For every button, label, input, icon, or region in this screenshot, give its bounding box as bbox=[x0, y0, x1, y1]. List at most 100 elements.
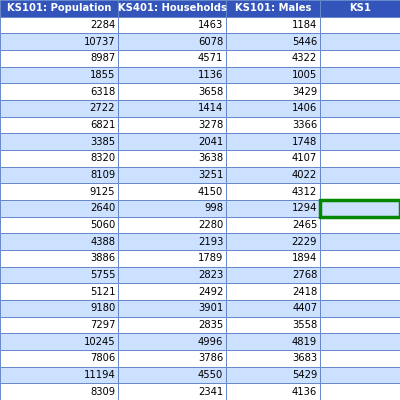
Bar bbox=[0, 367, 118, 383]
Text: 1406: 1406 bbox=[292, 103, 317, 113]
Text: 3429: 3429 bbox=[292, 87, 317, 97]
Bar bbox=[118, 83, 226, 100]
Bar bbox=[226, 133, 320, 150]
Bar bbox=[0, 267, 118, 283]
Text: 9125: 9125 bbox=[90, 187, 115, 197]
Text: 4407: 4407 bbox=[292, 303, 317, 313]
Bar bbox=[226, 83, 320, 100]
Text: 7806: 7806 bbox=[90, 353, 115, 363]
Bar bbox=[0, 333, 118, 350]
Text: 8109: 8109 bbox=[90, 170, 115, 180]
Text: 4388: 4388 bbox=[90, 237, 115, 247]
Bar bbox=[0, 183, 118, 200]
Bar bbox=[0, 100, 118, 117]
Text: 2041: 2041 bbox=[198, 137, 223, 147]
Text: 2418: 2418 bbox=[292, 287, 317, 297]
Bar bbox=[320, 33, 400, 50]
Bar bbox=[118, 267, 226, 283]
Text: 998: 998 bbox=[204, 203, 223, 213]
Bar bbox=[320, 367, 400, 383]
Text: 1463: 1463 bbox=[198, 20, 223, 30]
Bar bbox=[320, 150, 400, 167]
Text: 4571: 4571 bbox=[198, 53, 223, 63]
Text: 2229: 2229 bbox=[292, 237, 317, 247]
Text: 4819: 4819 bbox=[292, 337, 317, 347]
Bar bbox=[118, 383, 226, 400]
Text: 3683: 3683 bbox=[292, 353, 317, 363]
Text: 6078: 6078 bbox=[198, 37, 223, 47]
Text: 1894: 1894 bbox=[292, 253, 317, 263]
Bar bbox=[0, 317, 118, 333]
Bar bbox=[226, 50, 320, 67]
Text: 10737: 10737 bbox=[84, 37, 115, 47]
Text: KS101: Population: KS101: Population bbox=[7, 3, 111, 13]
Text: 2492: 2492 bbox=[198, 287, 223, 297]
Bar bbox=[320, 200, 400, 217]
Text: 4150: 4150 bbox=[198, 187, 223, 197]
Text: 3385: 3385 bbox=[90, 137, 115, 147]
Bar bbox=[0, 150, 118, 167]
Bar bbox=[118, 183, 226, 200]
Bar bbox=[226, 33, 320, 50]
Text: 1184: 1184 bbox=[292, 20, 317, 30]
Text: 5446: 5446 bbox=[292, 37, 317, 47]
Text: 8320: 8320 bbox=[90, 153, 115, 163]
Bar bbox=[0, 117, 118, 133]
Bar bbox=[118, 300, 226, 317]
Text: 3901: 3901 bbox=[198, 303, 223, 313]
Bar bbox=[118, 333, 226, 350]
Text: 3251: 3251 bbox=[198, 170, 223, 180]
Bar bbox=[0, 217, 118, 233]
Bar bbox=[320, 133, 400, 150]
Bar bbox=[118, 150, 226, 167]
Bar bbox=[0, 17, 118, 33]
Bar bbox=[0, 250, 118, 267]
Text: 5121: 5121 bbox=[90, 287, 115, 297]
Text: 1855: 1855 bbox=[90, 70, 115, 80]
Bar bbox=[226, 0, 320, 17]
Text: 10245: 10245 bbox=[84, 337, 115, 347]
Bar bbox=[0, 200, 118, 217]
Text: 5755: 5755 bbox=[90, 270, 115, 280]
Bar bbox=[226, 200, 320, 217]
Bar bbox=[226, 333, 320, 350]
Bar bbox=[0, 233, 118, 250]
Text: 1294: 1294 bbox=[292, 203, 317, 213]
Bar bbox=[226, 267, 320, 283]
Bar bbox=[226, 183, 320, 200]
Bar bbox=[320, 100, 400, 117]
Bar bbox=[320, 250, 400, 267]
Bar bbox=[0, 283, 118, 300]
Text: 2193: 2193 bbox=[198, 237, 223, 247]
Text: 7297: 7297 bbox=[90, 320, 115, 330]
Bar bbox=[320, 300, 400, 317]
Text: 4022: 4022 bbox=[292, 170, 317, 180]
Text: 3658: 3658 bbox=[198, 87, 223, 97]
Bar bbox=[0, 300, 118, 317]
Text: 4312: 4312 bbox=[292, 187, 317, 197]
Text: 6821: 6821 bbox=[90, 120, 115, 130]
Bar bbox=[320, 17, 400, 33]
Bar bbox=[226, 317, 320, 333]
Bar bbox=[226, 283, 320, 300]
Text: 4136: 4136 bbox=[292, 387, 317, 397]
Bar bbox=[320, 317, 400, 333]
Bar bbox=[320, 267, 400, 283]
Text: 3558: 3558 bbox=[292, 320, 317, 330]
Bar bbox=[320, 0, 400, 17]
Bar bbox=[0, 167, 118, 183]
Bar bbox=[118, 100, 226, 117]
Bar bbox=[118, 217, 226, 233]
Text: 3886: 3886 bbox=[90, 253, 115, 263]
Bar bbox=[118, 200, 226, 217]
Bar bbox=[320, 333, 400, 350]
Bar bbox=[118, 250, 226, 267]
Bar bbox=[118, 317, 226, 333]
Bar bbox=[118, 167, 226, 183]
Text: KS101: Males: KS101: Males bbox=[235, 3, 311, 13]
Bar bbox=[118, 233, 226, 250]
Bar bbox=[320, 117, 400, 133]
Text: 4996: 4996 bbox=[198, 337, 223, 347]
Text: 2823: 2823 bbox=[198, 270, 223, 280]
Bar bbox=[118, 0, 226, 17]
